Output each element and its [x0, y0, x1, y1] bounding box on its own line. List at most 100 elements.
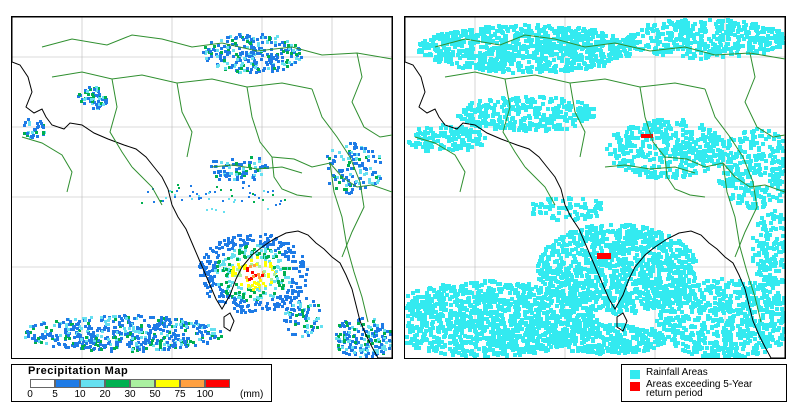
rain-pixel	[348, 152, 351, 155]
rain-pixel	[470, 61, 474, 65]
rain-pixel	[249, 234, 252, 237]
rain-pixel	[678, 143, 682, 147]
rain-pixel	[722, 140, 726, 144]
rain-pixel	[148, 334, 151, 337]
rain-pixel	[686, 38, 690, 42]
rain-pixel	[172, 332, 175, 335]
rain-pixel	[731, 155, 735, 159]
rain-pixel	[646, 170, 650, 174]
rain-pixel	[484, 115, 488, 119]
rain-pixel	[417, 50, 421, 54]
rain-pixel	[231, 270, 234, 273]
rain-pixel	[261, 307, 264, 310]
rain-pixel	[571, 120, 575, 124]
rain-pixel	[98, 93, 101, 96]
rain-pixel	[707, 37, 711, 41]
rain-pixel	[263, 67, 266, 70]
rain-pixel	[461, 49, 465, 53]
rain-pixel	[552, 117, 556, 121]
rain-pixel	[247, 60, 250, 63]
rain-pixel	[717, 164, 721, 168]
rain-pixel	[640, 265, 644, 269]
rain-pixel	[736, 22, 740, 26]
precipitation-map-svg	[12, 17, 392, 358]
rain-pixel	[221, 246, 224, 249]
rain-pixel	[358, 182, 361, 185]
rain-pixel	[631, 136, 635, 140]
rain-pixel	[250, 263, 253, 266]
rain-pixel	[76, 327, 79, 330]
rain-pixel	[288, 267, 291, 270]
rain-pixel	[284, 267, 287, 270]
rain-pixel	[770, 147, 774, 151]
rain-pixel	[703, 169, 707, 173]
rain-pixel	[302, 315, 305, 318]
rain-pixel	[637, 170, 641, 174]
rain-pixel	[241, 305, 244, 308]
rain-pixel	[649, 36, 653, 40]
rain-pixel	[306, 268, 309, 271]
rain-pixel	[699, 158, 703, 162]
rain-pixel	[429, 53, 433, 57]
rain-pixel	[280, 281, 283, 284]
rain-pixel	[177, 338, 180, 341]
rain-pixel	[738, 138, 742, 142]
rain-pixel	[286, 307, 289, 310]
rain-pixel	[228, 51, 231, 54]
rain-pixel	[104, 320, 107, 323]
rain-pixel	[554, 46, 558, 50]
rain-pixel	[675, 248, 679, 252]
rain-pixel	[351, 340, 354, 343]
rain-pixel	[106, 336, 109, 339]
rain-pixel	[241, 51, 244, 54]
rain-pixel	[674, 28, 678, 32]
rain-pixel	[190, 322, 193, 325]
rain-pixel	[742, 20, 746, 24]
rain-pixel	[751, 202, 755, 206]
rain-pixel	[597, 242, 601, 246]
rain-pixel	[665, 133, 669, 137]
rain-pixel	[702, 149, 706, 153]
rain-pixel	[152, 344, 155, 347]
rain-pixel	[346, 168, 349, 171]
rain-pixel	[358, 158, 361, 161]
rain-pixel	[89, 100, 92, 103]
rain-pixel	[58, 343, 61, 346]
rain-pixel	[293, 251, 296, 254]
rain-pixel	[99, 343, 102, 346]
rain-pixel	[783, 169, 785, 173]
rain-pixel	[626, 151, 630, 155]
rain-pixel	[589, 37, 593, 41]
rain-pixel	[89, 333, 92, 336]
rain-pixel	[368, 181, 371, 184]
rain-pixel	[352, 167, 355, 170]
rain-pixel	[65, 323, 68, 326]
rain-pixel	[272, 295, 275, 298]
rain-pixel	[27, 118, 30, 121]
rain-pixel	[37, 337, 40, 340]
rain-pixel	[778, 172, 782, 176]
rain-pixel	[726, 165, 730, 169]
rain-pixel	[212, 267, 215, 270]
rain-pixel	[285, 319, 288, 322]
rain-pixel	[377, 179, 380, 182]
rain-pixel	[765, 27, 769, 31]
rain-pixel	[575, 265, 579, 269]
rain-pixel	[281, 287, 284, 290]
rain-pixel	[198, 330, 201, 333]
rain-pixel	[277, 281, 280, 284]
rain-pixel	[288, 61, 291, 64]
rain-pixel	[153, 335, 156, 338]
rain-pixel	[450, 132, 454, 136]
rain-pixel	[613, 150, 617, 154]
rain-pixel	[660, 171, 664, 175]
rain-pixel	[708, 128, 712, 132]
rain-pixel	[729, 160, 733, 164]
rain-pixel	[196, 193, 198, 195]
rain-pixel	[174, 334, 177, 337]
rain-pixel	[536, 125, 540, 129]
rain-pixel	[478, 125, 482, 129]
rain-pixel	[74, 342, 77, 345]
rain-pixel	[331, 162, 334, 165]
rain-pixel	[361, 162, 364, 165]
